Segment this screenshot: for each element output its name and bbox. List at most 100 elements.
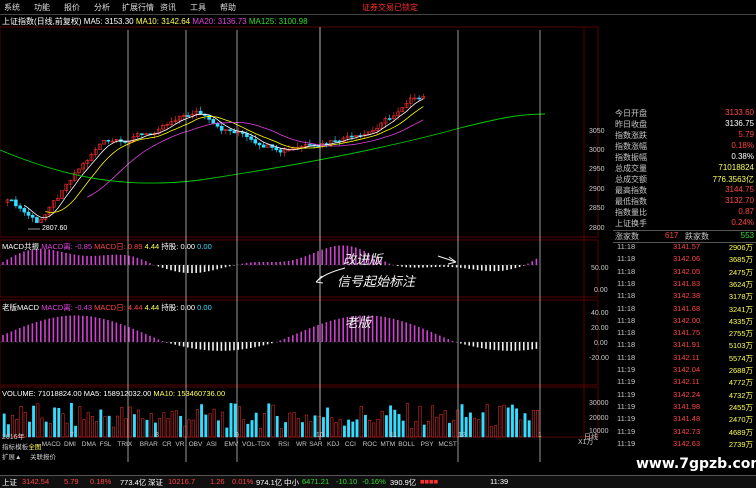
candle-body — [303, 144, 308, 147]
indicator-tab-11[interactable]: OBV — [188, 441, 203, 448]
indicator-tab-19[interactable]: CCI — [344, 441, 356, 448]
volume-bar — [32, 405, 36, 438]
tick-time: 11:19 — [617, 377, 636, 387]
volume-bar — [473, 417, 477, 438]
ma5-line — [24, 98, 424, 219]
candle-body — [68, 179, 73, 185]
volume-bar — [414, 421, 418, 438]
sidebar-row-low: 最低指数 3132.70 — [613, 196, 756, 207]
volume-bar — [418, 405, 422, 438]
tick-volume: 2739万 — [728, 439, 753, 449]
date-axis: 2016年 7 8 9 10 11 12 1 日线 — [0, 430, 598, 441]
volume-bar — [90, 416, 94, 438]
prev-close-label: 昨日收盘 — [615, 120, 647, 129]
volume-bar — [153, 422, 157, 438]
candle-body — [9, 199, 14, 202]
indicator-tab-3[interactable]: MACD — [41, 441, 61, 448]
date-month-10: 10 — [316, 432, 324, 439]
indicator-tab-22[interactable]: BOLL — [398, 441, 415, 448]
candle-body — [135, 133, 140, 137]
macd1-name: MACD共振 — [2, 242, 40, 251]
volume-bar — [204, 414, 208, 438]
volume-bar — [53, 407, 57, 438]
sh-name[interactable]: 上证 — [2, 478, 17, 487]
indicator-tab-9[interactable]: CR — [162, 441, 172, 448]
tick-price: 3141.48 — [673, 414, 701, 424]
indicator-tab-1[interactable]: 模板 — [15, 444, 29, 451]
volume-bar — [536, 409, 540, 438]
volume-bar — [179, 415, 183, 438]
sz-price: 10216.7 — [168, 477, 196, 486]
indicator-tab-20[interactable]: ROC — [362, 441, 378, 448]
volume-bar — [515, 408, 519, 438]
axis-2800: 2800 — [589, 225, 605, 232]
down-count-value: 553 — [740, 231, 754, 240]
low-label: 最低指数 — [615, 197, 647, 206]
candle-body — [278, 149, 283, 153]
candle-body — [371, 130, 375, 133]
volume-bar — [187, 419, 191, 438]
related-quote-tab[interactable]: 关联报价 — [30, 454, 56, 461]
sub-tabs: 扩展▲ 关联报价 — [0, 451, 598, 461]
sh-pct: 0.18% — [90, 477, 112, 486]
indicator-tab-18[interactable]: KDJ — [327, 441, 340, 448]
indicator-tab-17[interactable]: SAR — [309, 441, 323, 448]
mid-name[interactable]: 中小 — [284, 478, 299, 487]
menu-extended-market[interactable]: 扩展行情 — [122, 3, 154, 12]
candle-body — [47, 206, 52, 216]
menu-news[interactable]: 资讯 — [160, 3, 176, 12]
indicator-tab-15[interactable]: RSI — [278, 441, 290, 448]
indicator-tab-13[interactable]: EMV — [224, 441, 239, 448]
indicator-tab-7[interactable]: TRIX — [117, 441, 133, 448]
indicator-tab-23[interactable]: PSY — [420, 441, 434, 448]
indicator-tab-4[interactable]: DMI — [64, 441, 76, 448]
indicator-tab-12[interactable]: ASI — [206, 441, 217, 448]
expand-tab[interactable]: 扩展▲ — [2, 454, 22, 461]
volume-bar — [65, 422, 69, 438]
candle-body — [30, 215, 35, 218]
indicator-tab-21[interactable]: MTM — [380, 441, 396, 448]
menu-quote[interactable]: 报价 — [64, 3, 80, 12]
candle-body — [85, 160, 90, 164]
ma10-line — [45, 106, 424, 213]
indicator-tab-5[interactable]: DMA — [81, 441, 97, 448]
indicator-tab-6[interactable]: FSL — [99, 441, 112, 448]
menu-analysis[interactable]: 分析 — [94, 3, 110, 12]
volume-bar — [435, 416, 439, 438]
volume-bar — [292, 412, 296, 438]
candle-body — [383, 118, 388, 124]
period-label[interactable]: 日线 — [584, 434, 598, 441]
candle-body — [257, 142, 262, 146]
volume-bar — [389, 405, 393, 438]
indicator-tab-8[interactable]: BRAR — [139, 441, 158, 448]
volume-bar — [61, 413, 65, 438]
mid-price: 6471.21 — [302, 477, 330, 486]
indicator-tab-24[interactable]: MCST — [438, 441, 457, 448]
tick-row: 11:18 3141.91 5103万 — [613, 340, 756, 352]
volume-bar — [250, 420, 254, 438]
volume-bar — [481, 412, 485, 438]
menu-help[interactable]: 帮助 — [220, 3, 236, 12]
tick-row: 11:19 3142.63 2739万 — [613, 439, 756, 451]
sz-name[interactable]: 深证 — [148, 478, 163, 487]
indicator-tab-2[interactable]: 全图 — [28, 444, 42, 451]
candle-body — [169, 121, 174, 125]
indicator-tab-0[interactable]: 指标 — [2, 444, 15, 451]
indicator-tab-14[interactable]: VOL-TDX — [242, 441, 271, 448]
signal-vertical-lines — [127, 30, 541, 462]
indicator-tab-16[interactable]: WR — [296, 441, 307, 448]
trade-lock-notice[interactable]: 证券交易已锁定 — [362, 3, 418, 12]
amplitude-value: 0.38% — [731, 152, 754, 161]
menu-tools[interactable]: 工具 — [190, 3, 206, 12]
indicator-tab-10[interactable]: VR — [175, 441, 185, 448]
macd2-val: 4.44 — [144, 303, 160, 312]
sidebar-row-vol-ratio: 指数量比 0.87 — [613, 207, 756, 218]
candle-body — [18, 205, 22, 209]
volume-bar — [431, 405, 435, 438]
menu-system[interactable]: 系统 — [4, 3, 20, 12]
site-watermark: www.7gpzb.com — [636, 456, 756, 472]
sidebar-row-high: 最高指数 3144.75 — [613, 185, 756, 196]
volume-bar — [305, 414, 309, 438]
menu-function[interactable]: 功能 — [34, 3, 50, 12]
